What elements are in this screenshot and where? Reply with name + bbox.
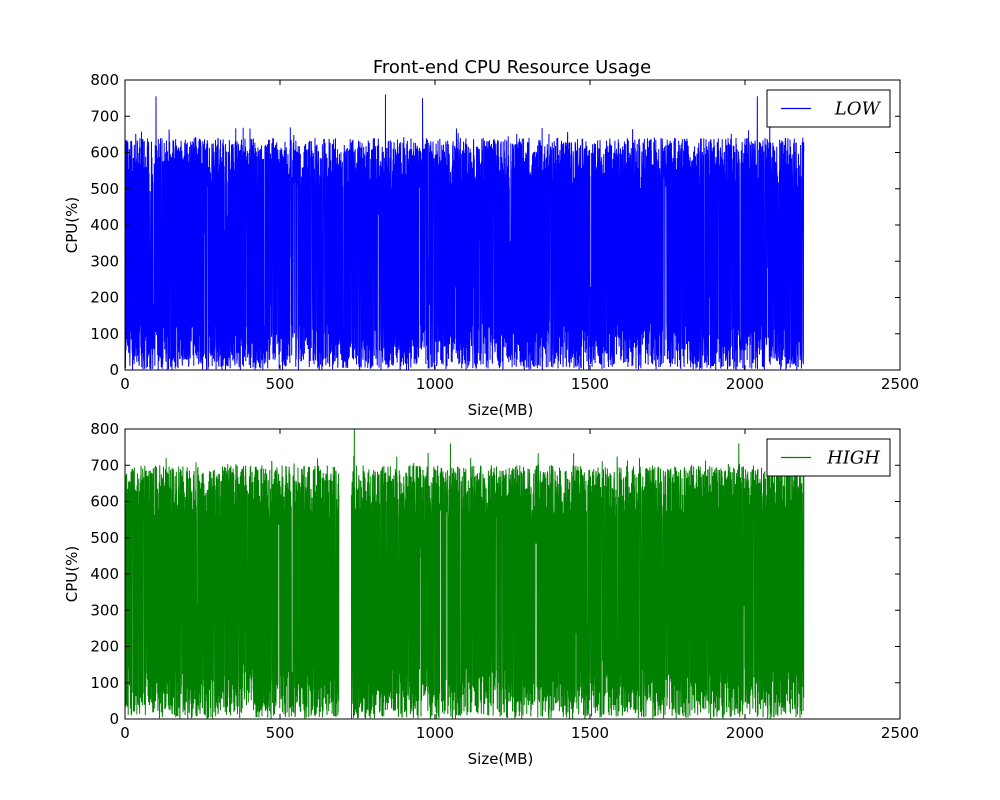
y-tick-label: 300	[90, 252, 119, 270]
y-axis-label: CPU(%)	[63, 197, 81, 253]
x-tick-label: 0	[120, 375, 130, 393]
chart-title: Front-end CPU Resource Usage	[373, 57, 651, 78]
x-axis-label: Size(MB)	[468, 401, 534, 419]
legend-label: LOW	[834, 99, 882, 120]
series-line-high	[125, 429, 805, 719]
y-tick-label: 800	[90, 420, 119, 438]
x-tick-label: 2500	[881, 724, 919, 742]
y-tick-label: 500	[90, 529, 119, 547]
y-tick-label: 600	[90, 144, 119, 162]
x-tick-label: 0	[120, 724, 130, 742]
x-tick-label: 500	[266, 724, 295, 742]
y-tick-label: 0	[109, 710, 119, 728]
y-tick-label: 800	[90, 71, 119, 89]
y-tick-label: 400	[90, 216, 119, 234]
x-tick-label: 1500	[571, 724, 609, 742]
y-tick-label: 200	[90, 638, 119, 656]
legend: HIGH	[766, 438, 891, 477]
y-tick-label: 0	[109, 361, 119, 379]
y-tick-label: 400	[90, 565, 119, 583]
legend-label: HIGH	[826, 448, 880, 469]
y-tick-label: 100	[90, 325, 119, 343]
x-tick-label: 1000	[416, 375, 454, 393]
x-tick-label: 2500	[881, 375, 919, 393]
x-tick-label: 1000	[416, 724, 454, 742]
x-axis-label: Size(MB)	[468, 750, 534, 768]
x-tick-label: 2000	[726, 375, 764, 393]
x-tick-label: 500	[266, 375, 295, 393]
y-tick-label: 700	[90, 107, 119, 125]
x-tick-label: 2000	[726, 724, 764, 742]
legend: LOW	[766, 89, 891, 128]
y-tick-label: 100	[90, 674, 119, 692]
y-tick-label: 600	[90, 493, 119, 511]
subplot-high: 0 500 1000 1500 2000 2500 0 100 200 300 400 500 600 7…	[63, 420, 919, 768]
y-axis-label: CPU(%)	[63, 546, 81, 602]
y-tick-label: 300	[90, 601, 119, 619]
y-tick-label: 700	[90, 456, 119, 474]
y-tick-label: 500	[90, 180, 119, 198]
series-line-low	[125, 94, 805, 370]
x-tick-label: 1500	[571, 375, 609, 393]
y-tick-label: 200	[90, 289, 119, 307]
subplot-low: 0 500 1000 1500 2000 2500 0 100 200 300 400 500 600 7…	[63, 71, 919, 419]
